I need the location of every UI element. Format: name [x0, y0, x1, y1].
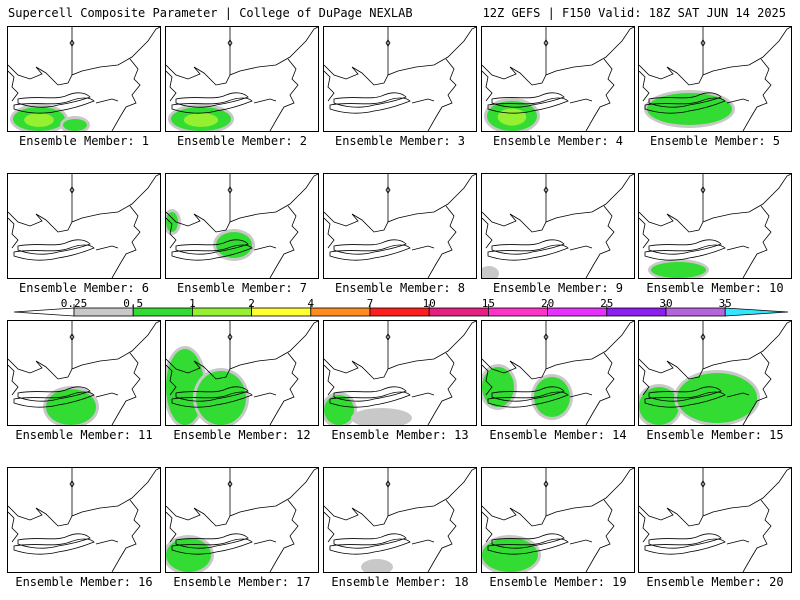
ensemble-member-label: Ensemble Member: 10 — [646, 281, 784, 295]
colorbar-level-label: 0.25 — [60, 297, 88, 310]
ensemble-member-label: Ensemble Member: 11 — [15, 428, 153, 442]
ensemble-member-map — [481, 26, 635, 132]
scp-contour-area — [183, 113, 219, 127]
colorbar-level-label: 10 — [422, 297, 436, 310]
ensemble-member-map — [323, 26, 477, 132]
colorbar-segment — [251, 307, 312, 317]
run-valid-time: 12Z GEFS | F150 Valid: 18Z SAT JUN 14 20… — [482, 6, 786, 20]
colorbar-segment — [606, 307, 667, 317]
scp-contour-area — [497, 108, 527, 126]
ensemble-member-label: Ensemble Member: 2 — [176, 134, 308, 148]
ensemble-member-map — [638, 26, 792, 132]
colorbar-segment — [487, 307, 548, 317]
scp-contour-area — [361, 559, 393, 572]
ensemble-member-map — [165, 26, 319, 132]
colorbar-segment — [310, 307, 371, 317]
ensemble-member-label: Ensemble Member: 4 — [492, 134, 624, 148]
ensemble-member-map — [638, 467, 792, 573]
scp-contour-area — [46, 389, 96, 425]
scp-contour-area — [351, 408, 412, 425]
ensemble-member-map — [481, 320, 635, 426]
scp-contour-area — [651, 262, 706, 278]
ensemble-member-label: Ensemble Member: 20 — [646, 575, 784, 589]
ensemble-member-label: Ensemble Member: 14 — [489, 428, 627, 442]
colorbar-level-label: 35 — [718, 297, 732, 310]
map-title: Supercell Composite Parameter | College … — [8, 6, 413, 20]
ensemble-member-label: Ensemble Member: 15 — [646, 428, 784, 442]
colorbar-segment — [191, 307, 252, 317]
colorbar-segment — [428, 307, 489, 317]
ensemble-member-label: Ensemble Member: 1 — [18, 134, 150, 148]
colorbar-segment — [547, 307, 608, 317]
ensemble-member-map — [7, 173, 161, 279]
colorbar-level-label: 4 — [307, 297, 315, 310]
ensemble-member-label: Ensemble Member: 9 — [492, 281, 624, 295]
scp-contour-area — [482, 367, 514, 407]
ensemble-member-label: Ensemble Member: 6 — [18, 281, 150, 295]
ensemble-member-label: Ensemble Member: 16 — [15, 575, 153, 589]
ensemble-member-map — [7, 26, 161, 132]
ensemble-member-map — [323, 320, 477, 426]
colorbar-level-label: 7 — [366, 297, 374, 310]
ensemble-member-map — [638, 173, 792, 279]
ensemble-member-label: Ensemble Member: 7 — [176, 281, 308, 295]
scp-contour-area — [166, 212, 178, 232]
scp-contour-area — [166, 538, 211, 572]
ensemble-member-map — [323, 173, 477, 279]
ensemble-member-label: Ensemble Member: 19 — [489, 575, 627, 589]
ensemble-member-label: Ensemble Member: 13 — [331, 428, 469, 442]
color-scale-legend — [13, 304, 789, 317]
colorbar-level-label: 2 — [248, 297, 255, 310]
colorbar-level-label: 25 — [600, 297, 614, 310]
colorbar-level-label: 30 — [659, 297, 673, 310]
colorbar-level-label: 15 — [481, 297, 496, 310]
colorbar-level-label: 0.5 — [123, 297, 144, 310]
ensemble-member-map — [7, 467, 161, 573]
colorbar-level-label: 20 — [540, 297, 555, 310]
scp-contour-area — [647, 93, 732, 125]
ensemble-member-map — [481, 173, 635, 279]
ensemble-member-map — [165, 467, 319, 573]
ensemble-member-map — [7, 320, 161, 426]
scp-contour-area — [63, 119, 87, 131]
ensemble-member-map — [165, 320, 319, 426]
colorbar-segment — [665, 307, 726, 317]
ensemble-member-map — [323, 467, 477, 573]
scp-contour-area — [534, 377, 570, 417]
scp-contour-area — [324, 395, 354, 425]
ensemble-member-map — [638, 320, 792, 426]
scp-contour-area — [24, 113, 54, 127]
scp-contour-area — [482, 538, 538, 572]
ensemble-member-label: Ensemble Member: 18 — [331, 575, 469, 589]
colorbar-level-label: 1 — [189, 297, 196, 310]
ensemble-member-label: Ensemble Member: 5 — [649, 134, 781, 148]
ensemble-member-label: Ensemble Member: 12 — [173, 428, 311, 442]
ensemble-member-label: Ensemble Member: 17 — [173, 575, 311, 589]
ensemble-member-map — [481, 467, 635, 573]
ensemble-member-label: Ensemble Member: 3 — [334, 134, 466, 148]
ensemble-member-map — [165, 173, 319, 279]
scp-contour-area — [482, 266, 499, 278]
colorbar-segment — [369, 307, 430, 317]
colorbar-right-arrow — [724, 307, 789, 317]
ensemble-member-label: Ensemble Member: 8 — [334, 281, 466, 295]
